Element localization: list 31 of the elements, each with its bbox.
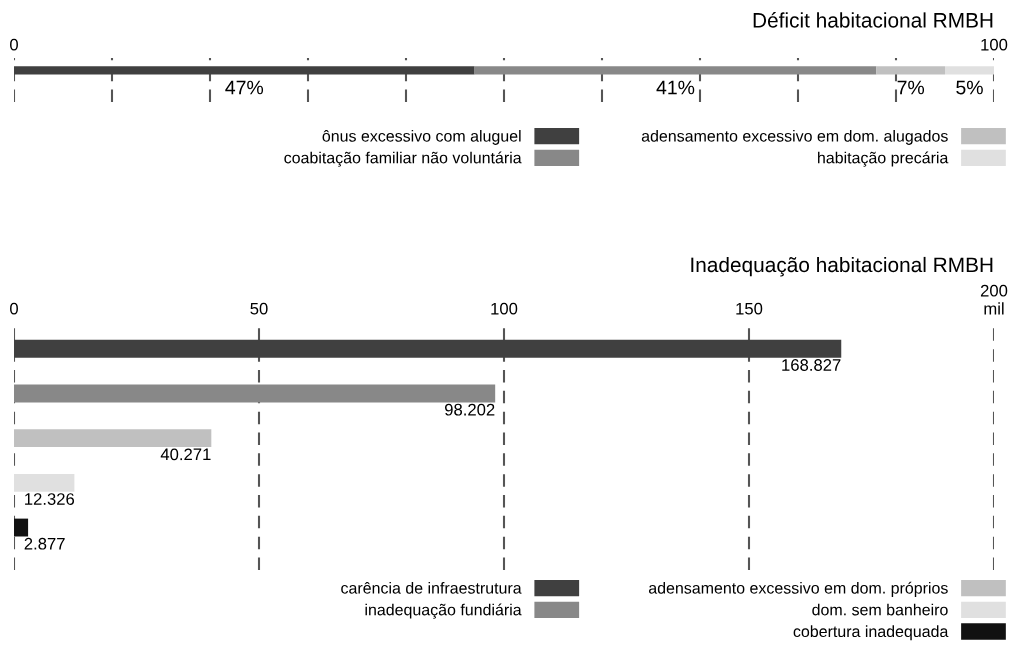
- chart-title: Déficit habitacional RMBH: [753, 12, 993, 28]
- data-label: 2.877: [24, 537, 65, 550]
- data-label: 12.326: [25, 493, 75, 505]
- data-label: 98.202: [445, 403, 495, 416]
- legend-label: carência de infraestrutura: [341, 581, 522, 594]
- bar: [474, 66, 877, 75]
- data-label: 47%: [225, 80, 264, 95]
- x-tick-label: 200 mil: [980, 284, 1008, 315]
- data-label: 168.827: [782, 359, 841, 371]
- data-label: 5%: [956, 80, 983, 95]
- x-tick-label: 100: [491, 302, 518, 315]
- data-label: 41%: [656, 80, 695, 95]
- data-label: 40.271: [160, 448, 211, 461]
- x-tick-label: 0: [10, 302, 18, 315]
- legend-label: coabitação familiar não voluntária: [284, 151, 522, 167]
- legend-label: cobertura inadequada: [793, 625, 949, 641]
- x-tick-label: 50: [250, 302, 268, 315]
- legend-label: habitação precária: [818, 151, 949, 167]
- chart-title: Inadequação habitacional RMBH: [691, 256, 993, 277]
- x-tick-label: 150: [736, 302, 763, 315]
- legend-label: dom. sem banheiro: [812, 603, 948, 616]
- legend-label: ônus excessivo com aluguel: [322, 129, 521, 145]
- bar: [876, 66, 945, 75]
- bar: [945, 66, 994, 75]
- bar: [14, 66, 475, 75]
- legend-label: adensamento excessivo em dom. próprios: [648, 581, 948, 597]
- data-label: 7%: [897, 80, 925, 95]
- legend-label: adensamento excessivo em dom. alugados: [641, 130, 948, 145]
- legend-label: inadequação fundiária: [365, 603, 522, 619]
- x-tick-label: 0: [10, 38, 18, 51]
- x-tick-label: 100: [981, 38, 1008, 51]
